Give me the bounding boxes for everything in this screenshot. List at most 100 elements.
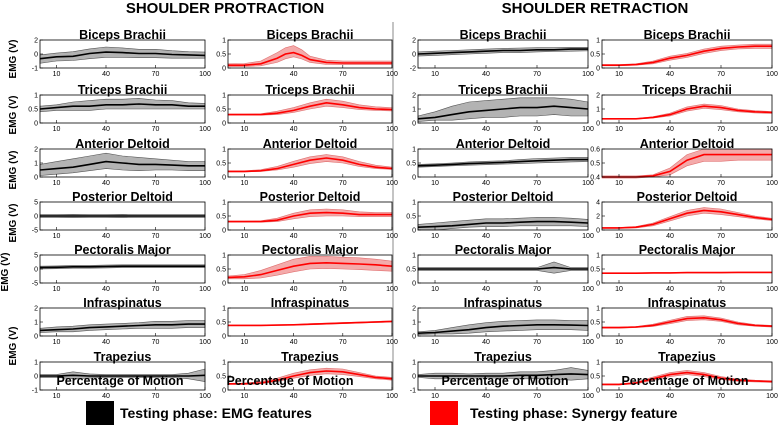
y-tick-label: 1 — [34, 93, 38, 100]
y-tick-label: 0.5 — [590, 161, 600, 168]
x-axis-label: Percentage of Motion — [441, 374, 568, 388]
x-tick-label: 10 — [241, 180, 249, 187]
x-tick-label: 40 — [482, 286, 490, 293]
mean-line — [602, 209, 773, 229]
std-band — [227, 98, 393, 116]
subplot-title: Biceps Brachii — [460, 28, 547, 42]
subplot: 0.6 0.5 0.4 10 40 70 100 Anterior Deltoid — [590, 137, 778, 187]
x-tick-label: 100 — [386, 71, 398, 78]
x-tick-label: 100 — [766, 71, 778, 78]
y-tick-label: 1 — [412, 147, 416, 154]
subplot: 1 0.5 0 10 40 70 100 Anterior Deltoid — [406, 137, 594, 187]
y-tick-label: 0.5 — [216, 161, 226, 168]
mean-line — [227, 261, 393, 279]
std-band — [227, 208, 393, 223]
x-tick-label: 40 — [102, 339, 110, 346]
y-tick-label: 2 — [596, 214, 600, 221]
x-tick-label: 70 — [717, 126, 725, 133]
y-tick-label: 1 — [222, 200, 226, 207]
mean-line — [39, 160, 205, 171]
x-tick-label: 100 — [766, 339, 778, 346]
x-tick-label: 40 — [482, 126, 490, 133]
y-tick-label: 0.5 — [216, 52, 226, 59]
x-tick-label: 100 — [199, 339, 211, 346]
mean-line — [39, 51, 206, 60]
x-tick-label: 100 — [582, 393, 594, 400]
mean-line — [417, 324, 589, 334]
y-tick-label: -1 — [410, 388, 416, 395]
x-tick-label: 10 — [615, 71, 623, 78]
std-band — [417, 47, 589, 57]
y-tick-label: 1 — [34, 320, 38, 327]
x-tick-label: 70 — [533, 71, 541, 78]
subplot-title: Biceps Brachii — [79, 28, 166, 42]
y-tick-label: 1 — [222, 93, 226, 100]
x-tick-label: 70 — [152, 71, 160, 78]
y-tick-label: 2 — [34, 38, 38, 45]
x-axis-label: Percentage of Motion — [621, 374, 748, 388]
subplot-title: Posterior Deltoid — [453, 190, 554, 204]
y-tick-label: 1 — [412, 320, 416, 327]
x-tick-label: 70 — [533, 233, 541, 240]
x-tick-label: 40 — [482, 233, 490, 240]
x-tick-label: 100 — [386, 126, 398, 133]
x-tick-label: 70 — [717, 71, 725, 78]
mean-line — [39, 323, 205, 332]
y-tick-label: 1 — [222, 147, 226, 154]
y-tick-label: 1 — [412, 107, 416, 114]
mean-line — [417, 158, 588, 167]
x-tick-label: 100 — [386, 393, 398, 400]
y-tick-label: 0 — [222, 175, 226, 182]
y-axis-label: EMG (V) — [8, 204, 19, 243]
subplot-title: Infraspinatus — [648, 296, 727, 310]
y-tick-label: 0 — [596, 66, 600, 73]
subplot-title: Biceps Brachii — [267, 28, 354, 42]
y-tick-label: 0 — [34, 267, 38, 274]
y-tick-label: 5 — [34, 253, 38, 260]
y-tick-label: 1 — [412, 253, 416, 260]
y-tick-label: 0 — [222, 121, 226, 128]
y-tick-label: 5 — [34, 200, 38, 207]
subplot: 2 0 -1 10 40 70 100 Biceps Brachii — [32, 28, 211, 78]
x-tick-label: 10 — [431, 393, 439, 400]
x-tick-label: 100 — [582, 126, 594, 133]
y-tick-label: 1 — [222, 306, 226, 313]
x-tick-label: 10 — [615, 286, 623, 293]
x-tick-label: 10 — [53, 339, 61, 346]
x-tick-label: 10 — [615, 126, 623, 133]
y-tick-label: 0 — [596, 228, 600, 235]
y-tick-label: 0 — [34, 374, 38, 381]
subplot: 1 0.5 0 10 40 70 100 Posterior Deltoid — [216, 190, 398, 240]
y-tick-label: 0 — [412, 52, 416, 59]
subplot-title: Posterior Deltoid — [72, 190, 173, 204]
subplot-title: Triceps Brachii — [458, 83, 548, 97]
x-tick-label: 100 — [199, 126, 211, 133]
x-tick-label: 10 — [431, 126, 439, 133]
x-tick-label: 40 — [290, 71, 298, 78]
subplot: 2 0 -2 10 40 70 100 Biceps Brachii — [410, 28, 594, 78]
x-axis-label: Percentage of Motion — [226, 374, 353, 388]
y-tick-label: 1 — [222, 360, 226, 367]
y-tick-label: 0 — [222, 281, 226, 288]
y-tick-label: 0 — [222, 66, 226, 73]
y-tick-label: 1 — [412, 360, 416, 367]
subplot: 1 0.5 0 10 40 70 100 Biceps Brachii — [590, 28, 778, 78]
x-tick-label: 40 — [290, 339, 298, 346]
y-tick-label: 0.5 — [590, 267, 600, 274]
y-tick-label: 0.4 — [590, 175, 600, 182]
x-tick-label: 70 — [152, 180, 160, 187]
y-tick-label: 1 — [34, 360, 38, 367]
legend-label-emg: Testing phase: EMG features — [120, 405, 312, 421]
subplot: 1 0.5 0 10 40 70 100 Trapezius — [216, 350, 398, 400]
subplot: 1 0.5 0 10 40 70 100 Anterior Deltoid — [216, 137, 398, 187]
x-tick-label: 70 — [717, 393, 725, 400]
subplot: 1 0.5 0 10 40 70 100 Triceps Brachii — [216, 83, 398, 133]
mean-line — [228, 320, 393, 327]
y-axis-label: EMG (V) — [0, 253, 11, 292]
y-tick-label: 1 — [596, 107, 600, 114]
y-tick-label: 0 — [412, 228, 416, 235]
subplot: 1 0.5 0 10 40 70 100 Triceps Brachii — [28, 83, 211, 133]
x-tick-label: 40 — [102, 126, 110, 133]
